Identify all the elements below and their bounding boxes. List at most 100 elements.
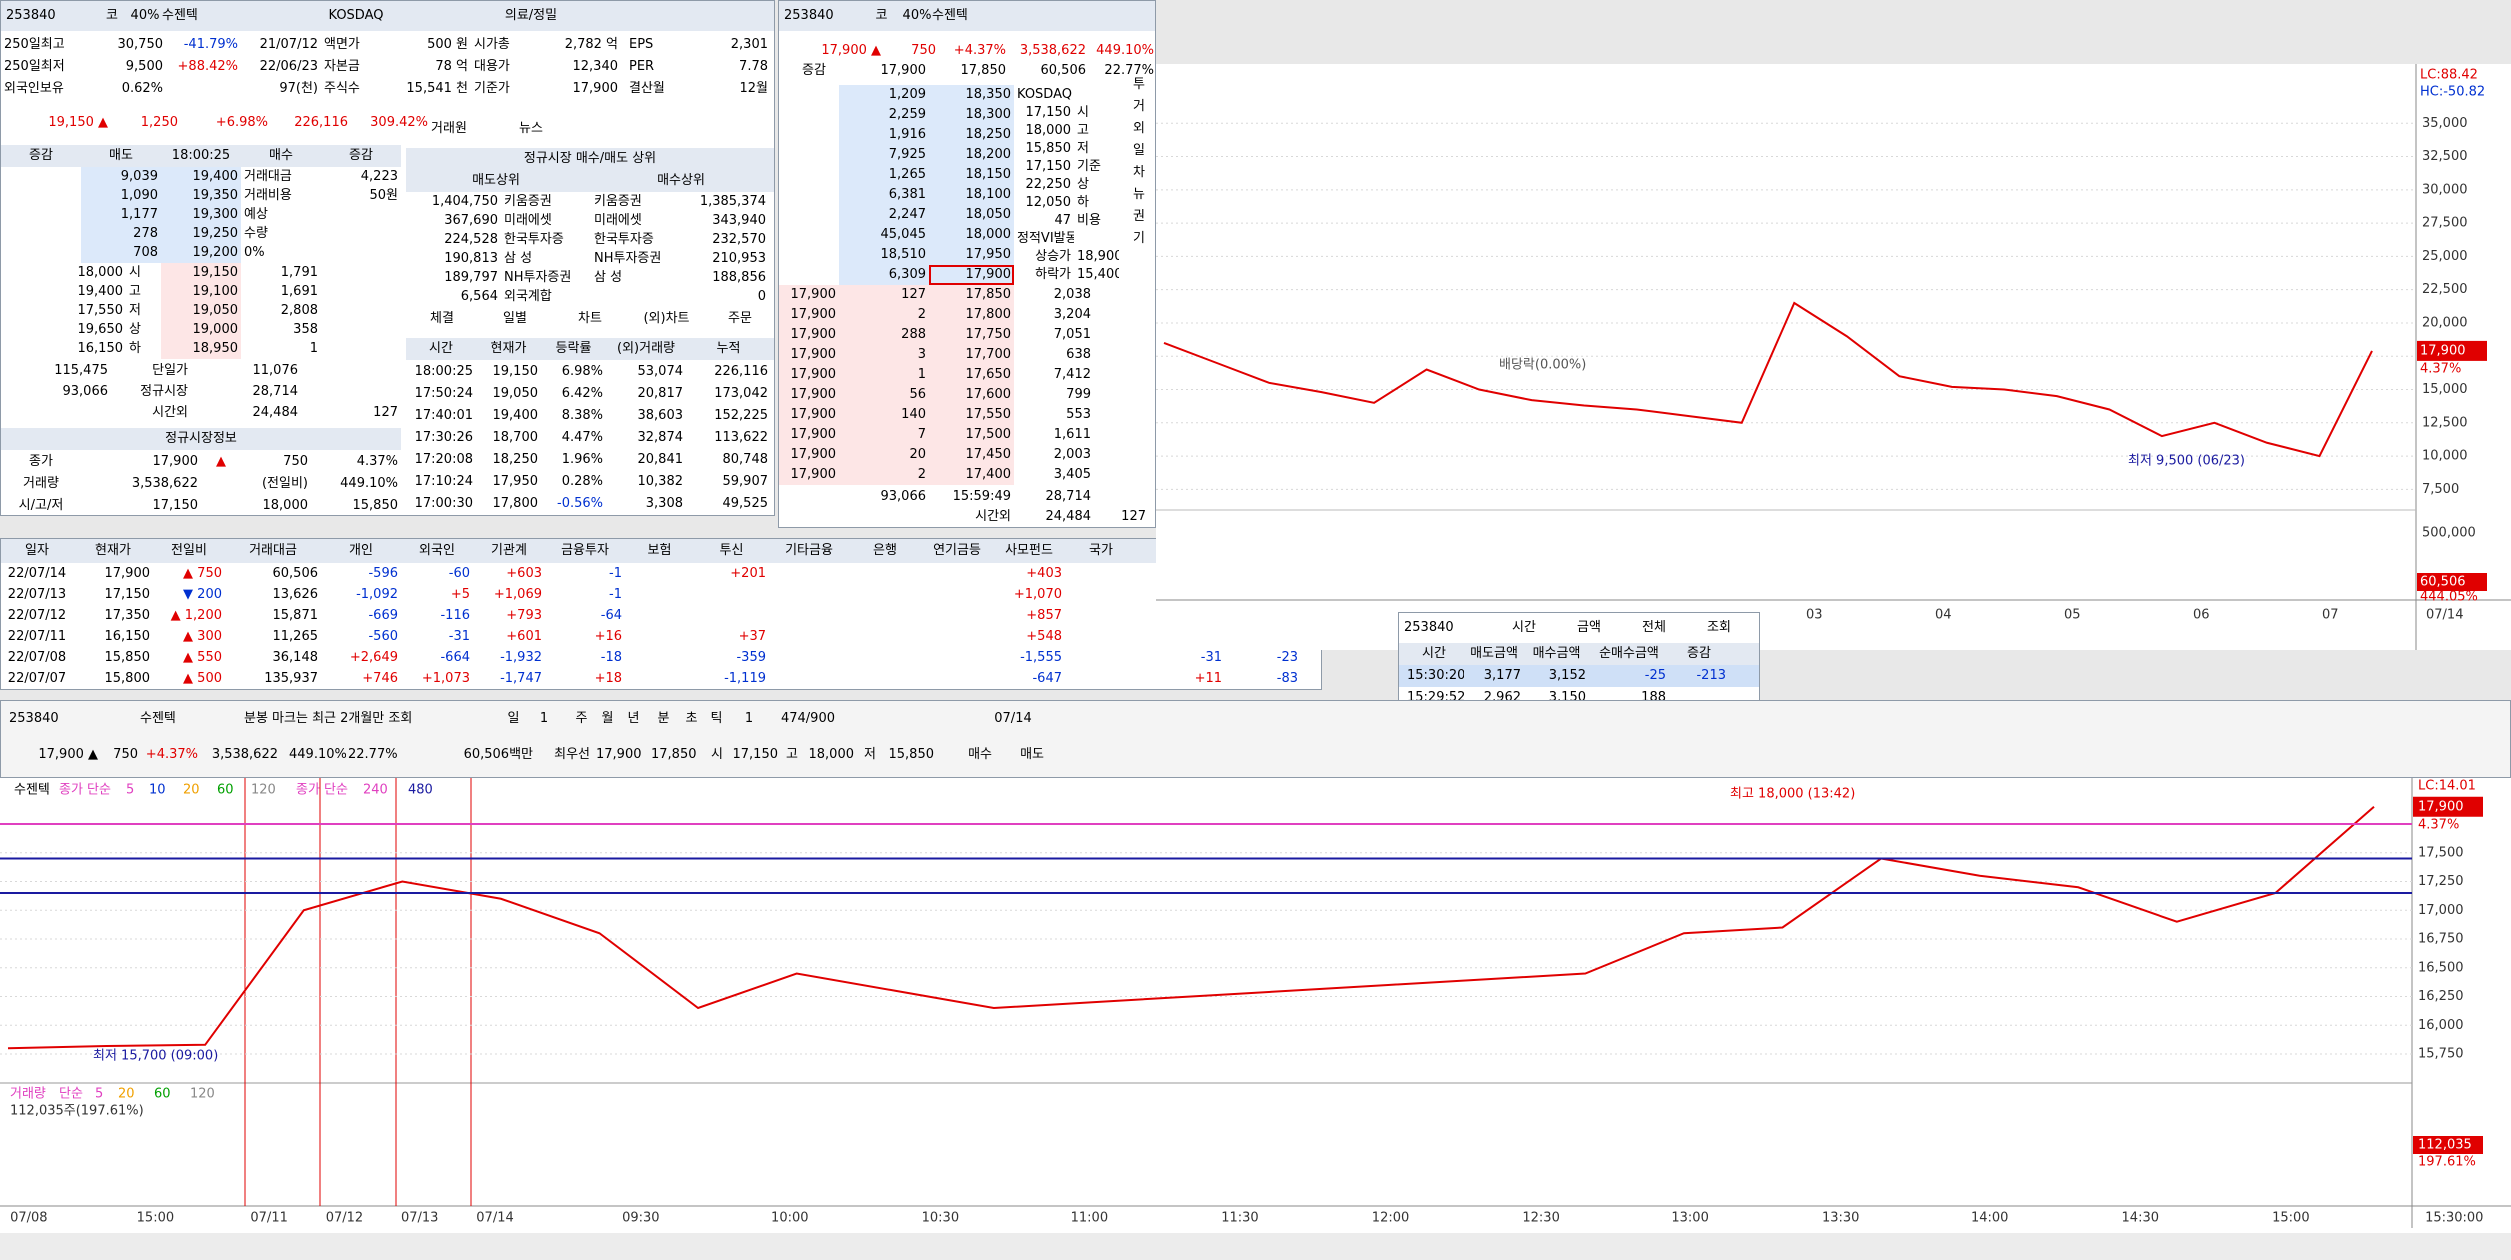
investor-cell: ▲ 1,200 [170,608,222,623]
volume-tick: 500,000 [2422,526,2476,541]
column-header: 외국인 [419,543,455,558]
legend-item: 60 [154,1087,171,1102]
total-cell: 단일가 [152,363,188,378]
y-tick-label: 27,500 [2422,216,2468,231]
investor-cell: -1 [609,587,622,602]
trade-cell: 17,950 [492,474,539,489]
column-header: 시간 [429,341,453,356]
market-cell: ▲ [216,454,226,469]
column-header: 현재가 [95,543,131,558]
ask-cell: 50원 [369,188,398,203]
ask-cell: 708 [133,245,158,260]
bid-cell: 17,550 [77,303,124,318]
time-cell: 3,152 [1548,668,1586,683]
toolbar-item: 일 [507,711,520,726]
investor-cell: 15,850 [104,650,151,665]
bid-bg [161,263,241,359]
total-cell: 28,714 [1045,489,1092,504]
toolbar-item: KOSDAQ [328,8,384,23]
investor-cell: ▲ 300 [183,629,222,644]
x-tick-label: 05 [2064,608,2081,623]
bid-cell: 638 [1066,347,1091,362]
time-label: 07/13 [401,1211,438,1226]
ask-cell: 18,150 [965,167,1012,182]
bid-cell: 18,950 [192,341,239,356]
trade-cell: 17:50:24 [414,386,473,401]
y-tick-label: 16,000 [2418,1018,2464,1033]
column-header: 보험 [647,543,672,558]
book-header: 증감 [29,148,53,163]
toolbar-item: 474/900 [780,711,835,726]
side-info: 15,850 [1025,141,1072,156]
side-info: 상 [1077,177,1089,192]
quote-cell: 매수 [968,747,992,762]
title-bar [1156,0,2511,64]
investor-table: 일자 현재가 전일비 거래대금 개인 외국인 기관계 금융투자 보험 투신 기타금융 은행 연기금등 사모… [0,538,1322,690]
bid-cell: 553 [1066,407,1091,422]
hc-label: HC:-50.82 [2420,85,2485,100]
time-label: 12:30 [1522,1211,1559,1226]
ask-cell: 예상 [244,207,268,222]
broker-cell: 1,385,374 [699,194,766,209]
price-tag-bg [2417,340,2487,361]
time-label: 15:00 [137,1211,174,1226]
legend-item: 120 [190,1087,215,1102]
investor-cell: -560 [368,629,398,644]
investor-cell: 135,937 [264,671,318,686]
y-tick-label: 30,000 [2422,182,2468,197]
side-tab: 기 [1133,231,1145,246]
investor-cell: ▼ 200 [183,587,222,602]
broker-cell: 190,813 [444,251,498,266]
bid-cell: 17,900 [790,387,837,402]
investor-cell: 36,148 [272,650,319,665]
trade-cell: 17,800 [492,496,539,511]
investor-cell: -1,932 [500,650,542,665]
trade-cell: 3,308 [645,496,683,511]
column-header: 시간 [1422,646,1446,661]
volume-tag: 60,506 [2420,575,2466,590]
investor-cell: 22/07/07 [7,671,67,686]
time-cell: -213 [1696,668,1726,683]
ask-cell: 거래비용 [244,188,292,203]
column-header: 연기금등 [933,543,981,558]
trade-header-bg [406,338,774,360]
market-cell: 거래량 [23,476,59,491]
investor-cell: +1,069 [493,587,542,602]
bid-cell: 7 [917,427,926,442]
investor-cell: -664 [440,650,470,665]
quote-cell: 매도 [1020,747,1044,762]
market-cell: 종가 [29,454,53,469]
ask-cell: 2,259 [888,107,926,122]
bid-cell: 2 [917,467,926,482]
broker-cell: 한국투자증 [504,232,564,247]
ask-cell: 18,200 [965,147,1012,162]
y-tick-label: 10,000 [2422,449,2468,464]
trade-cell: 59,907 [722,474,769,489]
bid-cell: 17,900 [790,287,837,302]
toolbar-item: 틱 [710,711,723,726]
info-cell: -41.79% [183,37,238,52]
quote-cell: 750 [113,747,138,762]
time-label: 07/11 [250,1211,287,1226]
ask-cell: 1,265 [888,167,926,182]
y-tick-label: 16,250 [2418,989,2464,1004]
intraday-chart: 17,500 17,250 17,000 16,750 16,500 16,250 16,0… [0,778,2511,1260]
side-info: 22,250 [1025,177,1072,192]
bid-cell: 17,900 [790,467,837,482]
column-header: 순매수금액 [1599,646,1659,661]
legend-item: 종가 단순 [296,783,348,798]
investor-cell: 22/07/13 [7,587,67,602]
trade-cell: 4.47% [561,430,603,445]
investor-cell: +37 [738,629,766,644]
ask-cell: 4,223 [360,169,398,184]
time-label: 14:30 [2122,1211,2159,1226]
trade-cell: 32,874 [637,430,684,445]
broker-cell: 0 [757,289,766,304]
info-cell: 22/06/23 [259,59,318,74]
info-cell: 자본금 [324,59,360,74]
bid-cell: 2,808 [280,303,318,318]
scrollbar[interactable] [0,1233,2511,1260]
info-cell: +88.42% [177,59,238,74]
selected-row [1399,665,1759,687]
x-tick-label: 03 [1806,608,1823,623]
